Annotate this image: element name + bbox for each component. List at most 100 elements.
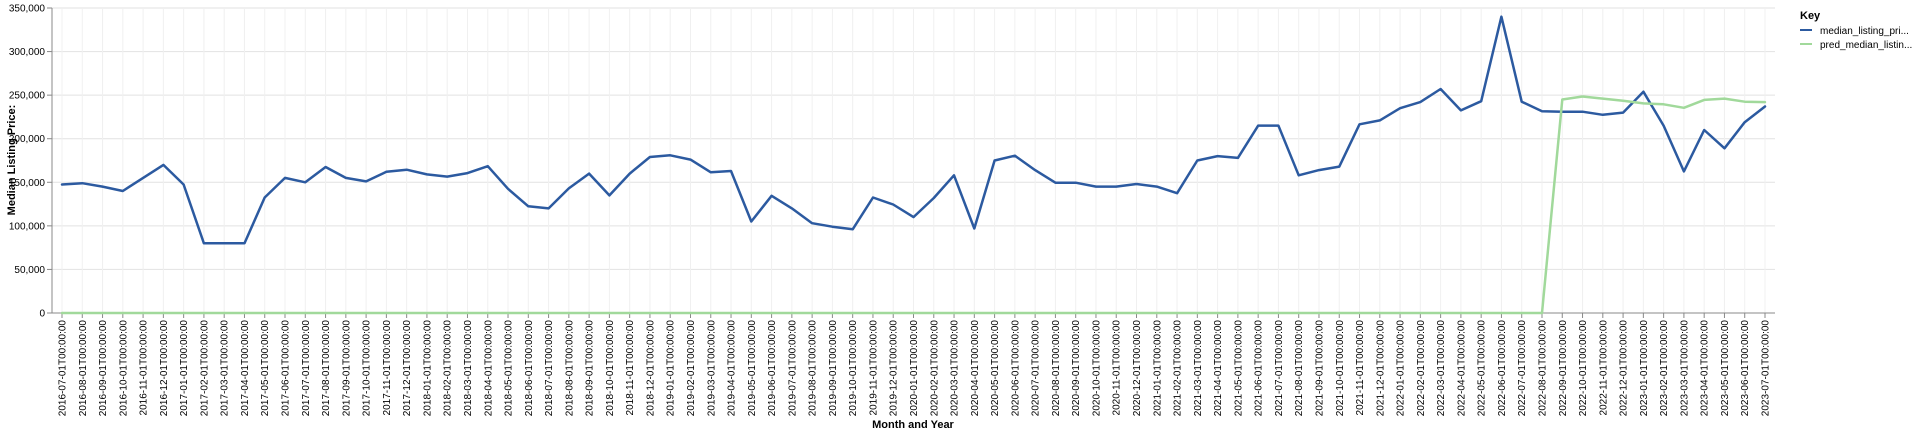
- x-tick-label: 2022-04-01T00:00:00: [1456, 320, 1467, 417]
- x-tick-label: 2016-09-01T00:00:00: [98, 320, 109, 417]
- x-tick-label: 2022-07-01T00:00:00: [1517, 320, 1528, 417]
- legend-label-pred: pred_median_listin...: [1820, 40, 1912, 51]
- gridlines: [52, 7, 1775, 314]
- x-tick-label: 2019-11-01T00:00:00: [868, 320, 879, 416]
- x-tick-label: 2020-01-01T00:00:00: [909, 320, 920, 417]
- x-tick-label: 2019-04-01T00:00:00: [727, 320, 738, 417]
- x-tick-label: 2020-10-01T00:00:00: [1091, 320, 1102, 417]
- x-tick-label: 2018-09-01T00:00:00: [585, 320, 596, 417]
- x-tick-label: 2021-02-01T00:00:00: [1173, 320, 1184, 417]
- x-tick-label: 2022-10-01T00:00:00: [1578, 320, 1589, 417]
- series-line-median-listing-price: [60, 15, 1767, 245]
- x-tick-label: 2018-06-01T00:00:00: [524, 320, 535, 417]
- x-tick-label: 2019-07-01T00:00:00: [787, 320, 798, 417]
- x-tick-label: 2017-10-01T00:00:00: [362, 320, 373, 417]
- series-lines: [60, 15, 1767, 315]
- x-tick-label: 2019-02-01T00:00:00: [686, 320, 697, 417]
- x-tick-label: 2023-02-01T00:00:00: [1659, 320, 1670, 417]
- x-tick-label: 2016-08-01T00:00:00: [78, 320, 89, 417]
- y-tick-label: 0: [39, 309, 45, 320]
- x-tick-label: 2019-12-01T00:00:00: [889, 320, 900, 417]
- x-tick-label: 2018-02-01T00:00:00: [443, 320, 454, 417]
- x-tick-label: 2021-05-01T00:00:00: [1233, 320, 1244, 417]
- x-tick-label: 2023-05-01T00:00:00: [1720, 320, 1731, 417]
- x-tick-label: 2017-11-01T00:00:00: [382, 320, 393, 416]
- x-tick-label: 2017-05-01T00:00:00: [260, 320, 271, 417]
- series-line-pred-median-listing-price: [60, 95, 1767, 315]
- x-tick-label: 2020-02-01T00:00:00: [929, 320, 940, 417]
- x-tick-label: 2019-03-01T00:00:00: [706, 320, 717, 417]
- x-tick-label: 2018-03-01T00:00:00: [463, 320, 474, 417]
- x-tick-label: 2016-10-01T00:00:00: [118, 320, 129, 417]
- x-ticks: 2016-07-01T00:00:00 2016-08-01T00:00:00 20…: [58, 313, 1772, 416]
- legend-title: Key: [1800, 10, 1821, 22]
- x-tick-label: 2023-01-01T00:00:00: [1639, 320, 1650, 417]
- x-tick-label: 2021-12-01T00:00:00: [1375, 320, 1386, 417]
- x-tick-label: 2018-12-01T00:00:00: [645, 320, 656, 417]
- x-tick-label: 2023-07-01T00:00:00: [1761, 320, 1772, 417]
- x-tick-label: 2023-04-01T00:00:00: [1700, 320, 1711, 417]
- x-tick-label: 2020-06-01T00:00:00: [1010, 320, 1021, 417]
- x-tick-label: 2017-12-01T00:00:00: [402, 320, 413, 417]
- x-tick-label: 2019-08-01T00:00:00: [808, 320, 819, 417]
- y-tick-label: 50,000: [14, 265, 45, 276]
- x-tick-label: 2018-08-01T00:00:00: [564, 320, 575, 417]
- x-tick-label: 2022-05-01T00:00:00: [1477, 320, 1488, 417]
- x-tick-label: 2017-08-01T00:00:00: [321, 320, 332, 417]
- y-tick-label: 200,000: [9, 134, 46, 145]
- legend: Key median_listing_pri... pred_median_li…: [1800, 10, 1912, 51]
- x-tick-label: 2020-04-01T00:00:00: [970, 320, 981, 417]
- y-axis-title: Median Listing Price:: [6, 105, 18, 216]
- x-tick-label: 2017-01-01T00:00:00: [179, 320, 190, 417]
- x-tick-label: 2019-05-01T00:00:00: [747, 320, 758, 417]
- y-tick-label: 150,000: [9, 178, 46, 189]
- x-tick-label: 2017-04-01T00:00:00: [240, 320, 251, 417]
- y-tick-label: 100,000: [9, 221, 46, 232]
- x-tick-label: 2020-12-01T00:00:00: [1132, 320, 1143, 417]
- x-tick-label: 2022-12-01T00:00:00: [1619, 320, 1630, 417]
- x-tick-label: 2020-03-01T00:00:00: [950, 320, 961, 417]
- legend-label-median: median_listing_pri...: [1820, 26, 1909, 37]
- x-tick-label: 2021-04-01T00:00:00: [1213, 320, 1224, 417]
- x-tick-label: 2018-01-01T00:00:00: [422, 320, 433, 417]
- x-tick-label: 2019-01-01T00:00:00: [666, 320, 677, 417]
- x-tick-label: 2019-10-01T00:00:00: [848, 320, 859, 417]
- y-tick-label: 300,000: [9, 47, 46, 58]
- x-tick-label: 2021-01-01T00:00:00: [1152, 320, 1163, 417]
- x-tick-label: 2018-07-01T00:00:00: [544, 320, 555, 417]
- y-tick-label: 250,000: [9, 91, 46, 102]
- x-tick-label: 2020-11-01T00:00:00: [1112, 320, 1123, 416]
- y-ticks: 0 50,000 100,000 150,000 200,000 250,000 300,0…: [9, 4, 52, 320]
- x-tick-label: 2023-03-01T00:00:00: [1679, 320, 1690, 417]
- x-tick-label: 2021-09-01T00:00:00: [1314, 320, 1325, 417]
- x-tick-label: 2022-06-01T00:00:00: [1497, 320, 1508, 417]
- x-tick-label: 2016-12-01T00:00:00: [159, 320, 170, 417]
- x-tick-label: 2022-09-01T00:00:00: [1558, 320, 1569, 417]
- x-tick-label: 2017-02-01T00:00:00: [199, 320, 210, 417]
- x-axis-title: Month and Year: [872, 419, 954, 431]
- x-tick-label: 2017-03-01T00:00:00: [220, 320, 231, 417]
- x-tick-label: 2018-04-01T00:00:00: [483, 320, 494, 417]
- x-tick-label: 2021-11-01T00:00:00: [1355, 320, 1366, 416]
- x-tick-label: 2020-05-01T00:00:00: [990, 320, 1001, 417]
- x-tick-label: 2016-11-01T00:00:00: [139, 320, 150, 416]
- x-tick-label: 2021-07-01T00:00:00: [1274, 320, 1285, 417]
- x-tick-label: 2017-06-01T00:00:00: [281, 320, 292, 417]
- x-tick-label: 2022-11-01T00:00:00: [1598, 320, 1609, 416]
- y-tick-label: 350,000: [9, 4, 46, 15]
- x-tick-label: 2021-10-01T00:00:00: [1335, 320, 1346, 417]
- x-tick-label: 2022-01-01T00:00:00: [1396, 320, 1407, 417]
- x-tick-label: 2018-10-01T00:00:00: [605, 320, 616, 417]
- x-tick-label: 2020-08-01T00:00:00: [1051, 320, 1062, 417]
- x-tick-label: 2020-09-01T00:00:00: [1071, 320, 1082, 417]
- x-tick-label: 2022-08-01T00:00:00: [1537, 320, 1548, 417]
- x-tick-label: 2021-06-01T00:00:00: [1254, 320, 1265, 417]
- x-tick-label: 2020-07-01T00:00:00: [1031, 320, 1042, 417]
- x-tick-label: 2021-08-01T00:00:00: [1294, 320, 1305, 417]
- x-tick-label: 2017-07-01T00:00:00: [301, 320, 312, 417]
- x-tick-label: 2022-02-01T00:00:00: [1416, 320, 1427, 417]
- x-tick-label: 2016-07-01T00:00:00: [58, 320, 69, 417]
- x-tick-label: 2018-05-01T00:00:00: [504, 320, 515, 417]
- x-tick-label: 2019-06-01T00:00:00: [767, 320, 778, 417]
